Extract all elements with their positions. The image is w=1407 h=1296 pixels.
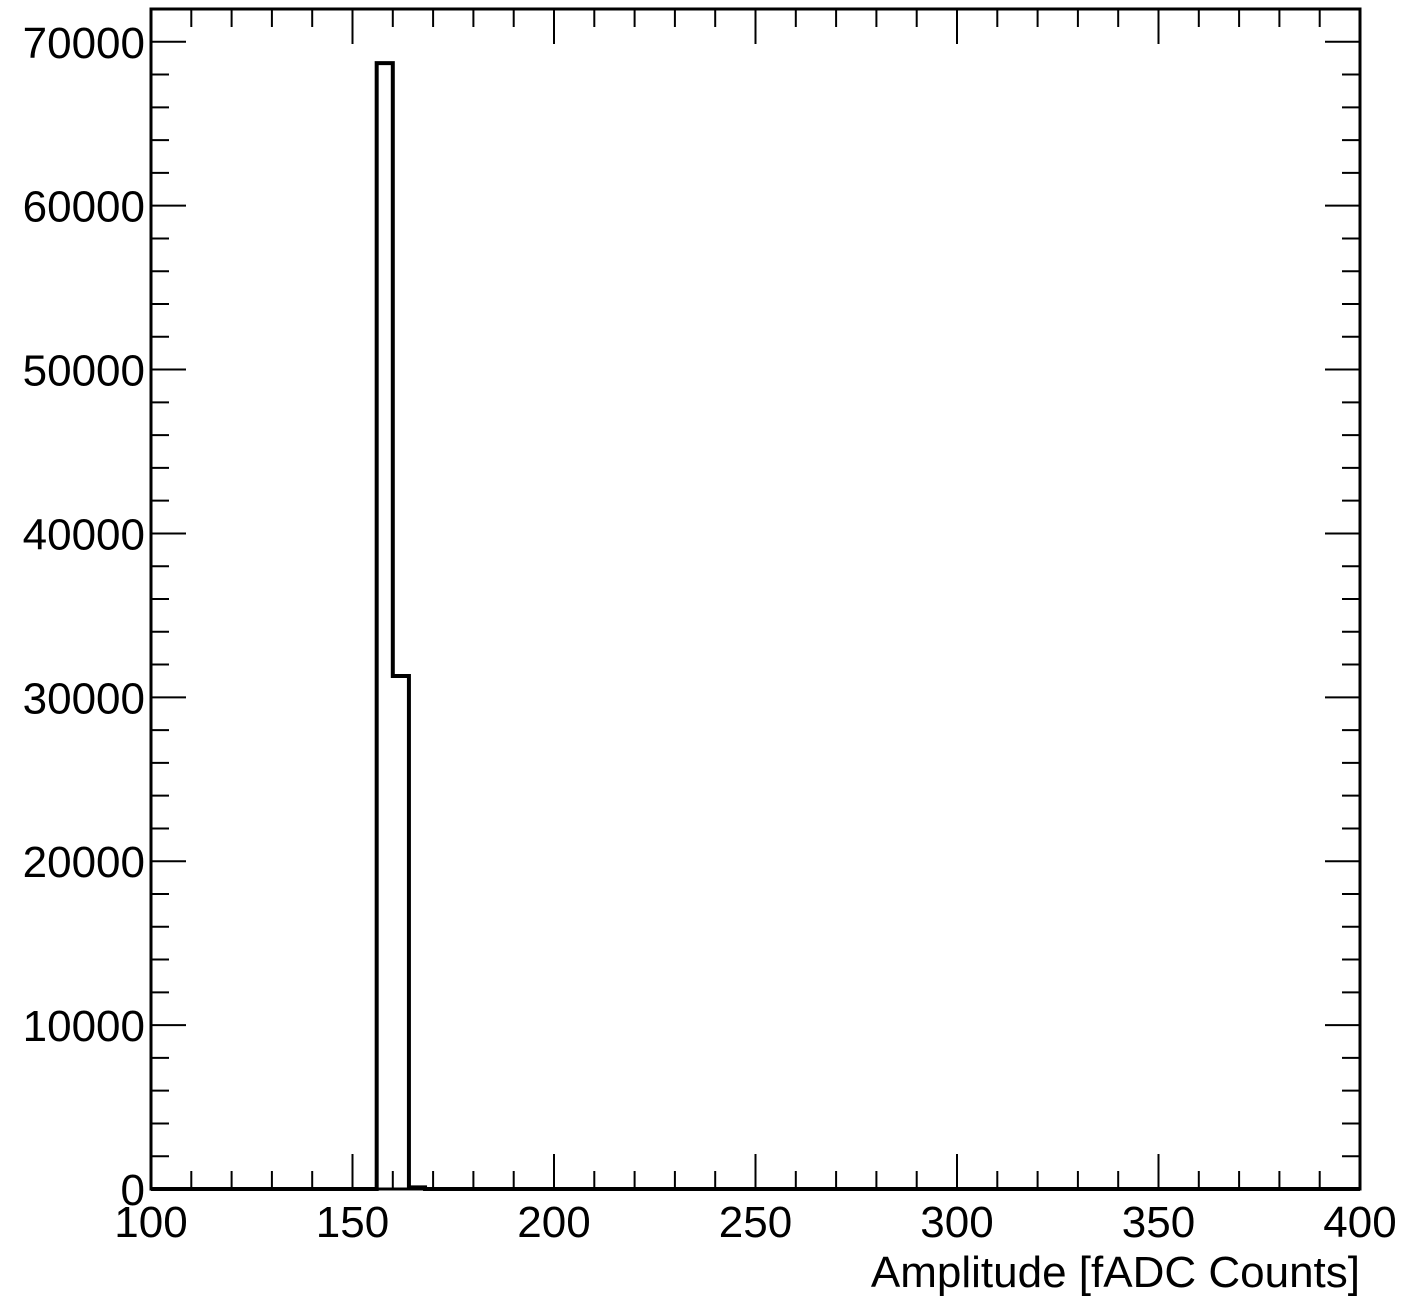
y-tick-label: 60000 [23, 183, 145, 232]
x-axis-title: Amplitude [fADC Counts] [871, 1248, 1360, 1296]
y-tick-labels: 0 10000 20000 30000 40000 50000 60000 70000 [23, 19, 145, 1215]
histogram-bin [377, 63, 393, 1189]
y-tick-label: 30000 [23, 674, 145, 723]
y-tick-label: 70000 [23, 19, 145, 68]
histogram-bin [393, 676, 409, 1189]
x-tick-label: 100 [114, 1198, 187, 1247]
y-tick-label: 20000 [23, 838, 145, 887]
x-tick-label: 200 [517, 1198, 590, 1247]
plot-frame [149, 7, 1362, 1191]
y-tick-label: 50000 [23, 347, 145, 396]
x-tick-labels: 100 150 200 250 300 350 400 [114, 1198, 1396, 1247]
major-ticks [150, 9, 1361, 1190]
histogram-bins [377, 63, 425, 1189]
x-tick-label: 300 [920, 1198, 993, 1247]
x-tick-label: 250 [719, 1198, 792, 1247]
x-tick-label: 150 [316, 1198, 389, 1247]
y-tick-label: 0 [121, 1166, 145, 1215]
y-tick-label: 10000 [23, 1002, 145, 1051]
x-tick-label: 350 [1122, 1198, 1195, 1247]
y-tick-label: 40000 [23, 510, 145, 559]
x-tick-label: 400 [1323, 1198, 1396, 1247]
minor-ticks [151, 8, 1360, 1189]
histogram-outline [151, 61, 1360, 1191]
